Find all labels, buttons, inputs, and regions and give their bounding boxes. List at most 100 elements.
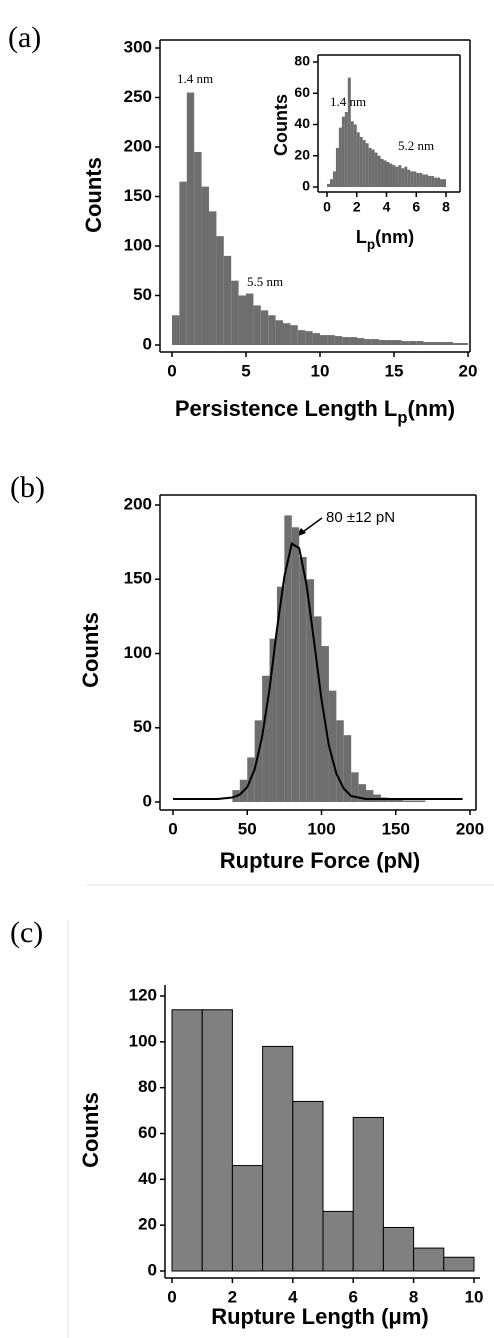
bar	[419, 172, 423, 187]
bar	[389, 163, 393, 187]
bar	[416, 341, 424, 345]
bar	[416, 172, 420, 187]
bar	[297, 330, 306, 345]
bar	[368, 147, 372, 187]
x-tick-label: 10	[465, 1287, 484, 1306]
bar	[172, 315, 180, 345]
bar	[365, 143, 369, 187]
x-tick-label: 50	[238, 819, 257, 838]
bar	[352, 1116, 384, 1272]
bar	[374, 152, 378, 187]
y-tick-label: 100	[124, 235, 152, 254]
bar	[284, 515, 292, 802]
y-tick-label: 120	[129, 985, 157, 1004]
bar	[349, 337, 357, 345]
bar	[437, 177, 441, 187]
bar	[425, 174, 429, 187]
bar	[357, 338, 365, 345]
axis-label: Counts	[271, 94, 291, 156]
bar	[283, 323, 291, 345]
bar	[343, 735, 352, 802]
bar	[336, 720, 344, 802]
bar	[269, 638, 277, 802]
bar	[401, 168, 405, 187]
bar	[410, 171, 414, 187]
panel-label: (b)	[10, 471, 45, 504]
bar	[246, 293, 254, 345]
x-tick-label: 5	[241, 361, 250, 380]
y-tick-label: 0	[143, 791, 152, 810]
y-tick-label: 40	[294, 115, 310, 131]
annotation: 5.2 nm	[398, 138, 434, 153]
bar	[327, 335, 335, 345]
bar	[443, 179, 446, 187]
axis-label-part: (nm)	[375, 227, 414, 247]
annotation: 1.4 nm	[177, 71, 213, 86]
axis-label: Rupture Force (pN)	[220, 848, 420, 873]
y-tick-label: 250	[124, 87, 152, 106]
bar	[422, 174, 426, 187]
bar	[371, 149, 375, 187]
panel-label: (a)	[8, 21, 41, 54]
x-tick-label: 0	[168, 819, 177, 838]
x-tick-label: 0	[167, 361, 176, 380]
bar	[231, 1165, 264, 1272]
bar	[392, 165, 396, 187]
y-tick-label: 300	[124, 37, 152, 56]
bar	[216, 236, 224, 345]
x-tick-label: 6	[348, 1287, 357, 1306]
bar	[364, 339, 372, 345]
bar	[312, 333, 320, 345]
annotation: 80 ±12 pN	[326, 509, 395, 526]
bar	[418, 800, 426, 802]
y-tick-label: 50	[133, 285, 152, 304]
y-tick-label: 150	[124, 569, 152, 588]
axis-label: Lp(nm)	[356, 227, 414, 252]
bar	[460, 343, 468, 345]
y-tick-label: 200	[124, 136, 152, 155]
y-tick-label: 100	[124, 643, 152, 662]
y-tick-label: 20	[138, 1215, 157, 1234]
bar	[413, 1247, 445, 1272]
bar	[440, 179, 444, 187]
y-tick-label: 50	[133, 717, 152, 736]
x-tick-label: 10	[311, 361, 330, 380]
bar	[253, 305, 261, 345]
x-tick-label: 8	[409, 1287, 418, 1306]
bar	[388, 799, 396, 802]
bar	[356, 132, 360, 187]
bar	[338, 127, 342, 187]
bar	[342, 337, 350, 345]
bar	[329, 179, 333, 187]
x-tick-label: 8	[442, 199, 450, 215]
y-tick-label: 150	[124, 186, 152, 205]
x-tick-label: 100	[307, 819, 335, 838]
bar	[201, 1009, 233, 1272]
bar	[362, 140, 366, 187]
bar	[394, 340, 402, 345]
axis-label-part: L	[356, 227, 367, 247]
axis-label-part: p	[367, 237, 375, 252]
bar	[350, 121, 354, 187]
bar	[254, 720, 263, 802]
x-tick-label: 20	[459, 361, 478, 380]
bar	[327, 183, 330, 187]
bar	[268, 315, 276, 345]
axis-label: Counts	[81, 157, 106, 233]
bar	[366, 790, 374, 802]
panel-label: (c)	[10, 916, 43, 949]
bar	[358, 784, 367, 802]
y-tick-label: 60	[138, 1123, 157, 1142]
bar	[209, 211, 217, 345]
bar	[351, 772, 359, 802]
x-tick-label: 0	[167, 1287, 176, 1306]
bar	[423, 342, 431, 345]
inset-background	[290, 52, 464, 252]
bar	[276, 586, 285, 802]
x-tick-label: 2	[353, 199, 361, 215]
bar	[401, 341, 409, 345]
bar	[292, 1100, 324, 1272]
x-tick-label: 4	[383, 199, 391, 215]
bar	[306, 579, 315, 802]
